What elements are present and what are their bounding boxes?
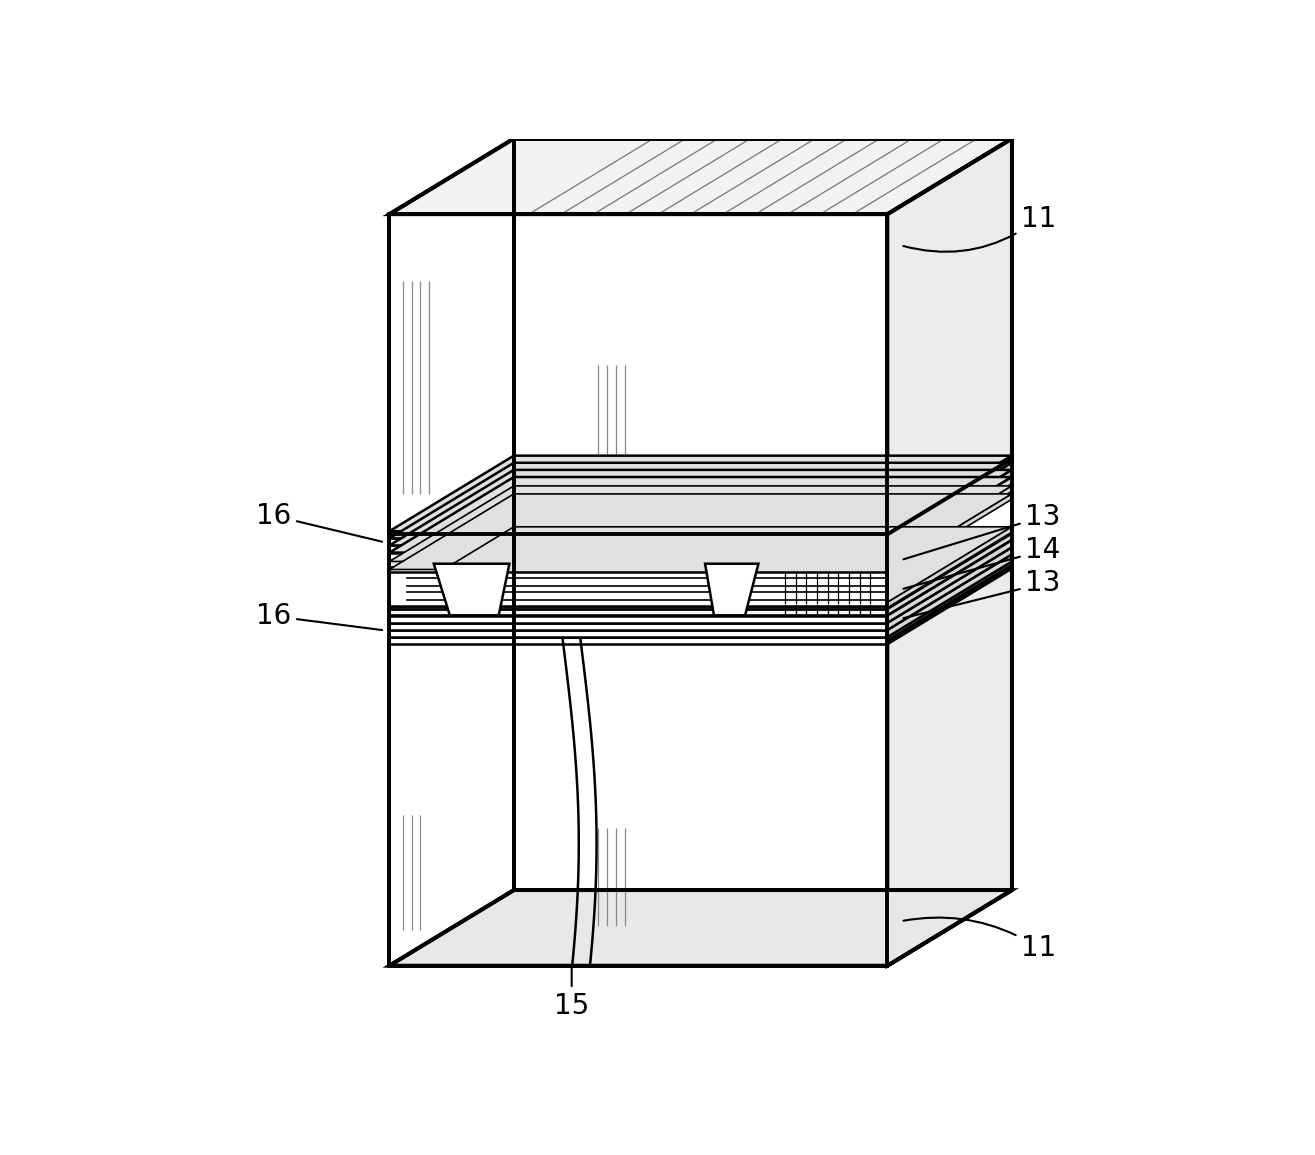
Polygon shape: [389, 552, 888, 560]
Polygon shape: [389, 477, 1011, 552]
Polygon shape: [389, 139, 1011, 214]
Polygon shape: [389, 531, 888, 538]
Polygon shape: [389, 616, 888, 623]
Polygon shape: [389, 629, 888, 638]
Text: 11: 11: [903, 204, 1056, 252]
Text: 15: 15: [554, 966, 589, 1020]
Polygon shape: [888, 527, 1011, 608]
Polygon shape: [389, 561, 888, 567]
Polygon shape: [888, 494, 1011, 575]
Polygon shape: [389, 569, 888, 575]
Polygon shape: [389, 641, 888, 966]
Polygon shape: [389, 470, 1011, 545]
Polygon shape: [888, 554, 1011, 638]
Text: 16: 16: [256, 501, 383, 542]
Polygon shape: [888, 456, 1011, 538]
Polygon shape: [389, 463, 1011, 538]
Polygon shape: [389, 494, 1011, 569]
Polygon shape: [389, 554, 1011, 629]
Polygon shape: [888, 541, 1011, 623]
Polygon shape: [389, 610, 888, 614]
Polygon shape: [888, 477, 1011, 560]
Polygon shape: [888, 534, 1011, 614]
Polygon shape: [705, 564, 759, 616]
Polygon shape: [389, 572, 888, 606]
Polygon shape: [389, 541, 1011, 616]
Text: 14: 14: [903, 536, 1061, 589]
Polygon shape: [888, 463, 1011, 545]
Polygon shape: [389, 534, 1011, 610]
Polygon shape: [888, 566, 1011, 966]
Polygon shape: [389, 891, 1011, 966]
Text: 16: 16: [256, 602, 383, 631]
Polygon shape: [888, 139, 1011, 535]
Polygon shape: [888, 470, 1011, 552]
Text: 13: 13: [903, 502, 1061, 559]
Polygon shape: [389, 486, 1011, 561]
Polygon shape: [434, 564, 509, 616]
Polygon shape: [389, 545, 888, 552]
Polygon shape: [888, 486, 1011, 567]
Polygon shape: [389, 214, 888, 535]
Polygon shape: [389, 527, 1011, 603]
Polygon shape: [389, 623, 888, 629]
Text: 11: 11: [903, 917, 1056, 962]
Text: 13: 13: [903, 569, 1061, 618]
Polygon shape: [389, 638, 888, 644]
Polygon shape: [888, 561, 1011, 644]
Polygon shape: [389, 603, 888, 608]
Polygon shape: [389, 456, 1011, 531]
Polygon shape: [389, 538, 888, 545]
Polygon shape: [389, 547, 1011, 623]
Polygon shape: [389, 561, 1011, 638]
Polygon shape: [888, 547, 1011, 629]
